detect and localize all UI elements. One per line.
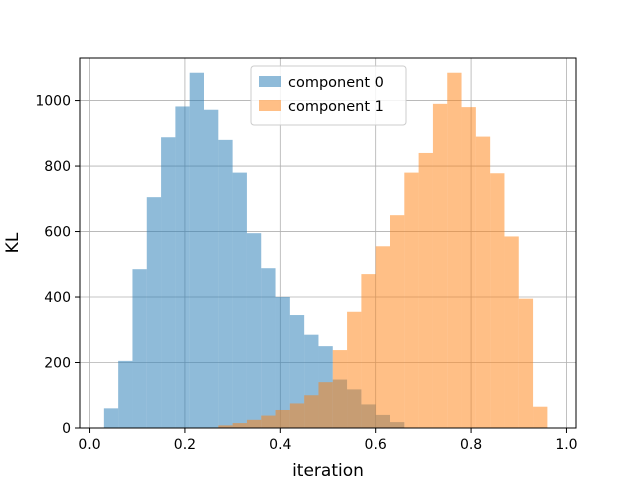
y-tick-label-1: 200 [44, 356, 71, 372]
axis-ticks: 0.0 0.2 0.4 0.6 0.8 1.0 0 200 400 600 800 1000 [35, 94, 577, 453]
bar-series-1-bin-18 [475, 136, 491, 428]
y-tick-label-4: 800 [44, 159, 71, 175]
bar-series-1-bin-17 [461, 107, 476, 428]
x-tick-label-3: 0.6 [365, 437, 387, 453]
bar-series-0-bin-11 [261, 268, 276, 428]
bar-series-1-bin-4 [275, 409, 290, 428]
x-tick-label-0: 0.0 [78, 437, 100, 453]
bar-series-1-bin-3 [261, 415, 276, 428]
bar-series-1-bin-12 [390, 215, 405, 428]
x-axis-label: iteration [292, 461, 364, 480]
bar-series-0-bin-5 [175, 106, 190, 428]
bar-series-1-bin-20 [504, 236, 519, 428]
bar-series-1-bin-16 [447, 72, 462, 429]
bar-series-0-bin-8 [218, 139, 233, 429]
bar-series-0-bin-0 [103, 408, 119, 428]
bar-series-0-bin-1 [118, 360, 133, 428]
bar-series-1-bin-11 [375, 246, 390, 428]
legend-swatch-0 [259, 76, 281, 87]
bar-series-0-bin-10 [246, 233, 262, 428]
bar-series-1-bin-22 [533, 406, 548, 428]
x-tick-label-2: 0.4 [269, 437, 291, 453]
bar-series-1-bin-0 [218, 425, 233, 428]
legend-label-0: component 0 [288, 75, 384, 91]
bar-series-1-bin-2 [246, 419, 262, 428]
x-tick-label-1: 0.2 [174, 437, 196, 453]
bar-series-0-bin-9 [232, 172, 247, 428]
legend: component 0 component 1 [250, 65, 407, 126]
bar-series-0-bin-6 [189, 72, 204, 429]
bar-series-1-bin-15 [432, 103, 448, 429]
bar-series-1-bin-14 [418, 152, 433, 428]
y-tick-label-3: 600 [44, 225, 71, 241]
bar-series-1-bin-10 [361, 274, 376, 428]
plot-frame [79, 57, 577, 429]
bar-series-0-bin-4 [161, 137, 176, 428]
legend-swatch-1 [259, 100, 281, 111]
bar-series-0-bin-3 [146, 197, 162, 428]
bar-series-1-bin-9 [347, 311, 362, 428]
bar-series-1-bin-5 [289, 403, 305, 428]
bar-series-1-bin-21 [518, 298, 534, 428]
legend-label-1: component 1 [288, 99, 384, 115]
histogram-bars [103, 72, 548, 429]
legend-box [250, 65, 407, 126]
x-tick-label-5: 1.0 [555, 437, 577, 453]
bar-series-0-bin-13 [289, 315, 305, 428]
y-tick-label-5: 1000 [35, 94, 71, 110]
bar-series-1-bin-13 [404, 172, 419, 428]
y-tick-label-2: 400 [44, 290, 71, 306]
bar-series-1-bin-8 [332, 350, 348, 428]
bar-series-1-bin-7 [318, 382, 333, 428]
x-tick-label-4: 0.8 [460, 437, 482, 453]
y-tick-label-0: 0 [62, 421, 71, 437]
y-axis-label: KL [3, 232, 23, 253]
bar-series-1-bin-1 [232, 423, 247, 428]
bar-series-1-bin-6 [304, 395, 319, 428]
bar-series-0-bin-7 [204, 109, 219, 429]
bar-series-1-bin-19 [490, 173, 505, 428]
bar-series-0-bin-2 [132, 269, 147, 428]
bar-series-0-bin-12 [275, 297, 290, 428]
